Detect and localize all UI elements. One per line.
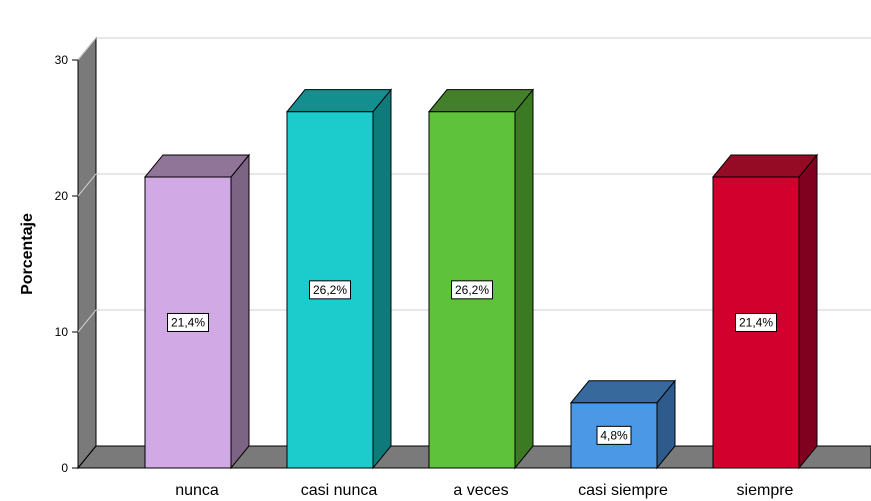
bar-side xyxy=(798,153,818,470)
x-axis-ticks: nunca casi nunca a veces casi siempre siempr… xyxy=(175,482,793,499)
bar: 4,8% xyxy=(569,379,677,470)
data-label-box xyxy=(596,425,632,445)
y-tick-label: 20 xyxy=(55,189,69,203)
bar-top xyxy=(711,154,819,178)
y-tick-label: 10 xyxy=(55,325,69,339)
bar-side xyxy=(230,153,250,470)
bar-top xyxy=(285,89,393,113)
data-label: 26,2% xyxy=(455,283,489,297)
bar-side xyxy=(372,88,392,470)
data-label-box xyxy=(735,312,777,332)
y-axis-label: Porcentaje xyxy=(19,213,36,295)
x-tick-label: siempre xyxy=(737,482,794,499)
x-tick-label: casi siempre xyxy=(578,482,668,499)
y-tick-label: 0 xyxy=(61,461,68,475)
bar: 26,2% xyxy=(285,88,393,470)
gridline-slant xyxy=(77,173,97,197)
x-tick-label: a veces xyxy=(453,482,508,499)
data-label-box xyxy=(451,280,493,300)
bar-top xyxy=(427,89,535,113)
y-tick-label: 30 xyxy=(55,53,69,67)
data-label-box xyxy=(309,280,351,300)
bar: 21,4% xyxy=(143,153,251,470)
left-wall xyxy=(77,36,97,470)
bar: 21,4% xyxy=(711,153,819,470)
bar-top xyxy=(143,154,251,178)
data-label: 26,2% xyxy=(313,283,347,297)
gridline-slant xyxy=(77,309,97,333)
bar: 26,2% xyxy=(427,88,535,470)
x-tick-label: nunca xyxy=(175,482,219,499)
data-label: 4,8% xyxy=(600,428,628,442)
data-label: 21,4% xyxy=(171,315,205,329)
bar-top xyxy=(569,380,677,404)
bars: 21,4% 26,2% 26,2% 4,8% 21,4% xyxy=(143,88,819,470)
data-label-box xyxy=(167,312,209,332)
y-axis-ticks: 0 10 20 30 xyxy=(55,53,78,475)
bar-side xyxy=(514,88,534,470)
x-tick-label: casi nunca xyxy=(301,482,378,499)
data-label: 21,4% xyxy=(739,315,773,329)
gridline-slant xyxy=(77,37,97,61)
